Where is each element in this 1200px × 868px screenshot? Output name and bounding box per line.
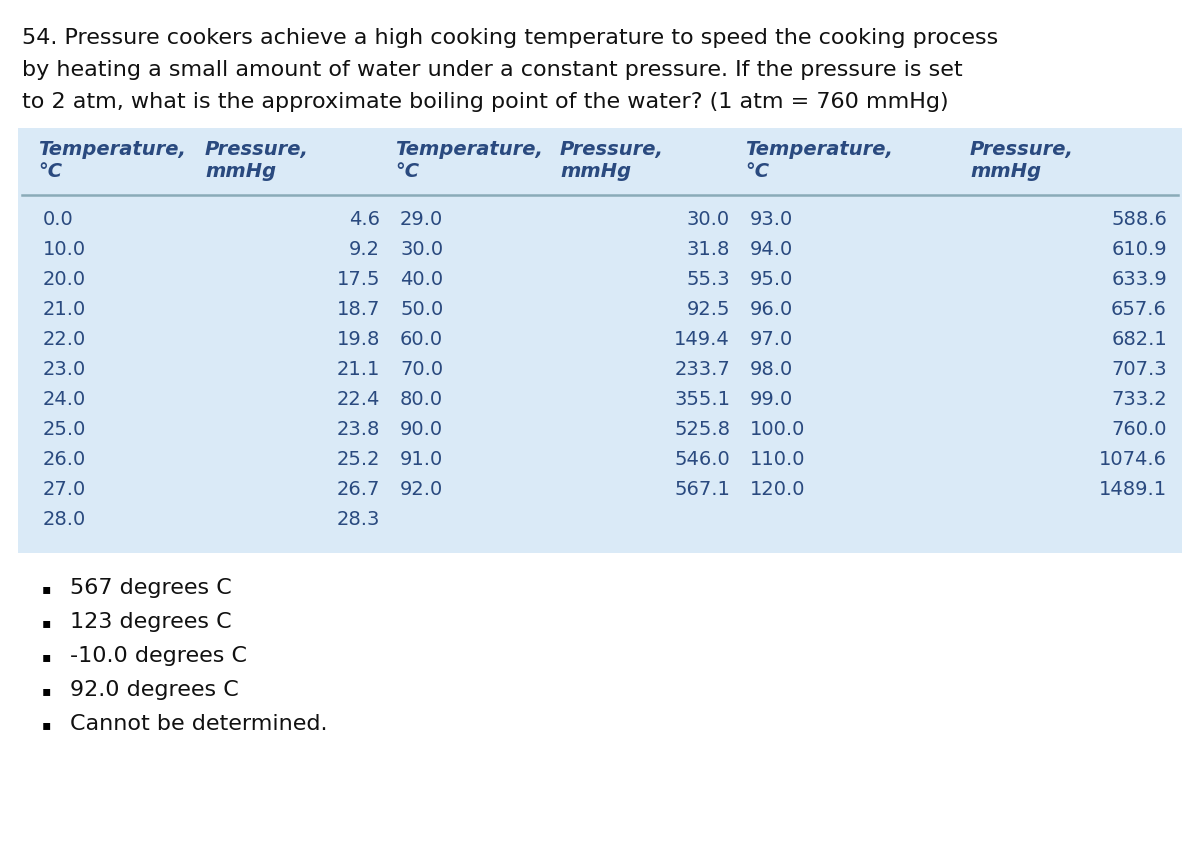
Text: Temperature,: Temperature, — [395, 140, 542, 159]
Text: mmHg: mmHg — [205, 162, 276, 181]
Text: 1489.1: 1489.1 — [1099, 480, 1166, 499]
Text: ▪: ▪ — [42, 684, 52, 698]
Text: 10.0: 10.0 — [43, 240, 86, 259]
Text: 22.0: 22.0 — [43, 330, 86, 349]
Text: 26.7: 26.7 — [337, 480, 380, 499]
Text: 233.7: 233.7 — [674, 360, 730, 379]
Text: 110.0: 110.0 — [750, 450, 805, 469]
Text: 95.0: 95.0 — [750, 270, 793, 289]
Text: 20.0: 20.0 — [43, 270, 86, 289]
Text: 60.0: 60.0 — [400, 330, 443, 349]
Text: 24.0: 24.0 — [43, 390, 86, 409]
Text: by heating a small amount of water under a constant pressure. If the pressure is: by heating a small amount of water under… — [22, 60, 962, 80]
Text: Temperature,: Temperature, — [38, 140, 186, 159]
Text: 30.0: 30.0 — [400, 240, 443, 259]
Text: ▪: ▪ — [42, 718, 52, 732]
Text: 22.4: 22.4 — [337, 390, 380, 409]
Text: 17.5: 17.5 — [336, 270, 380, 289]
Text: 40.0: 40.0 — [400, 270, 443, 289]
Text: 19.8: 19.8 — [337, 330, 380, 349]
Text: 23.8: 23.8 — [337, 420, 380, 439]
Text: 30.0: 30.0 — [686, 210, 730, 229]
Text: 25.0: 25.0 — [43, 420, 86, 439]
Text: 29.0: 29.0 — [400, 210, 443, 229]
Text: °C: °C — [745, 162, 769, 181]
Text: 92.0 degrees C: 92.0 degrees C — [70, 680, 239, 700]
Text: 31.8: 31.8 — [686, 240, 730, 259]
Text: Temperature,: Temperature, — [745, 140, 893, 159]
Text: 100.0: 100.0 — [750, 420, 805, 439]
Text: 567 degrees C: 567 degrees C — [70, 578, 232, 598]
Text: °C: °C — [395, 162, 419, 181]
Text: 21.0: 21.0 — [43, 300, 86, 319]
Text: 54. Pressure cookers achieve a high cooking temperature to speed the cooking pro: 54. Pressure cookers achieve a high cook… — [22, 28, 998, 48]
Text: 355.1: 355.1 — [674, 390, 730, 409]
Text: 97.0: 97.0 — [750, 330, 793, 349]
Text: 733.2: 733.2 — [1111, 390, 1166, 409]
Text: Pressure,: Pressure, — [970, 140, 1074, 159]
Text: 18.7: 18.7 — [337, 300, 380, 319]
Text: 9.2: 9.2 — [349, 240, 380, 259]
Text: 26.0: 26.0 — [43, 450, 86, 469]
Text: 91.0: 91.0 — [400, 450, 443, 469]
Text: ▪: ▪ — [42, 650, 52, 664]
Text: Cannot be determined.: Cannot be determined. — [70, 714, 328, 734]
Text: 25.2: 25.2 — [336, 450, 380, 469]
Text: 92.5: 92.5 — [686, 300, 730, 319]
Text: 525.8: 525.8 — [674, 420, 730, 439]
Text: 28.0: 28.0 — [43, 510, 86, 529]
Text: mmHg: mmHg — [970, 162, 1042, 181]
Text: 760.0: 760.0 — [1111, 420, 1166, 439]
Text: 21.1: 21.1 — [337, 360, 380, 379]
Text: 99.0: 99.0 — [750, 390, 793, 409]
Text: 610.9: 610.9 — [1111, 240, 1166, 259]
Text: 633.9: 633.9 — [1111, 270, 1166, 289]
Text: ▪: ▪ — [42, 616, 52, 630]
Text: 28.3: 28.3 — [337, 510, 380, 529]
Text: Pressure,: Pressure, — [560, 140, 664, 159]
Text: 55.3: 55.3 — [686, 270, 730, 289]
Text: 546.0: 546.0 — [674, 450, 730, 469]
Text: to 2 atm, what is the approximate boiling point of the water? (1 atm = 760 mmHg): to 2 atm, what is the approximate boilin… — [22, 92, 949, 112]
Text: 27.0: 27.0 — [43, 480, 86, 499]
Text: 1074.6: 1074.6 — [1099, 450, 1166, 469]
Text: 23.0: 23.0 — [43, 360, 86, 379]
Text: 567.1: 567.1 — [674, 480, 730, 499]
Text: 657.6: 657.6 — [1111, 300, 1166, 319]
Text: 70.0: 70.0 — [400, 360, 443, 379]
Text: -10.0 degrees C: -10.0 degrees C — [70, 646, 247, 666]
Text: 98.0: 98.0 — [750, 360, 793, 379]
Text: 588.6: 588.6 — [1111, 210, 1166, 229]
Text: 4.6: 4.6 — [349, 210, 380, 229]
Text: 50.0: 50.0 — [400, 300, 443, 319]
Text: 120.0: 120.0 — [750, 480, 805, 499]
Text: 149.4: 149.4 — [674, 330, 730, 349]
FancyBboxPatch shape — [18, 128, 1182, 553]
Text: 80.0: 80.0 — [400, 390, 443, 409]
Text: 682.1: 682.1 — [1111, 330, 1166, 349]
Text: 94.0: 94.0 — [750, 240, 793, 259]
Text: 90.0: 90.0 — [400, 420, 443, 439]
Text: 93.0: 93.0 — [750, 210, 793, 229]
Text: °C: °C — [38, 162, 62, 181]
Text: 707.3: 707.3 — [1111, 360, 1166, 379]
Text: 123 degrees C: 123 degrees C — [70, 612, 232, 632]
Text: 0.0: 0.0 — [43, 210, 73, 229]
Text: 92.0: 92.0 — [400, 480, 443, 499]
Text: Pressure,: Pressure, — [205, 140, 308, 159]
Text: 96.0: 96.0 — [750, 300, 793, 319]
Text: mmHg: mmHg — [560, 162, 631, 181]
Text: ▪: ▪ — [42, 582, 52, 596]
